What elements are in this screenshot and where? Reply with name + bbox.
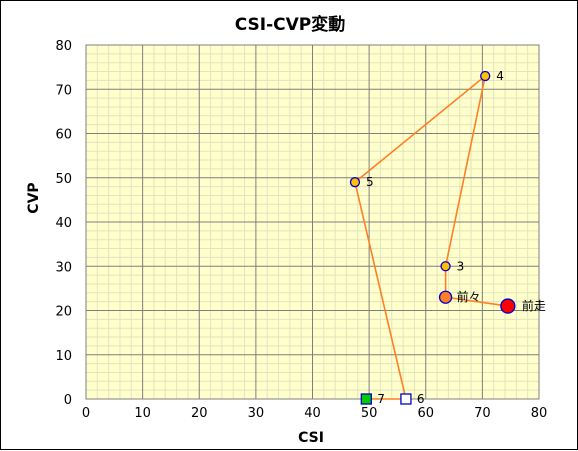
data-point-label: 4: [496, 69, 504, 83]
markers: [349, 70, 516, 405]
data-point-marker: [440, 261, 451, 272]
y-tick-label: 20: [55, 305, 72, 320]
chart-title: CSI-CVP変動: [235, 14, 346, 35]
y-tick-label: 80: [55, 39, 72, 54]
data-point-label: 6: [417, 392, 425, 406]
x-tick-label: 50: [361, 406, 378, 421]
x-tick-label: 10: [134, 406, 151, 421]
data-point-label: 7: [377, 392, 385, 406]
data-point-marker: [360, 393, 372, 405]
data-point-marker: [400, 393, 412, 405]
data-point-label: 3: [457, 259, 465, 273]
x-tick-label: 20: [191, 406, 208, 421]
data-point-marker: [480, 70, 491, 82]
data-point-label: 前々: [457, 289, 481, 304]
x-tick-label: 0: [82, 406, 90, 421]
x-tick-label: 80: [531, 406, 548, 421]
y-tick-label: 60: [55, 128, 72, 143]
y-tick-label: 10: [55, 349, 72, 364]
y-tick-labels: 0 10 20 30 40 50 60 70 80: [55, 39, 72, 408]
x-tick-label: 70: [474, 406, 491, 421]
data-point-marker: [349, 177, 361, 188]
y-tick-label: 30: [55, 260, 72, 275]
y-tick-label: 0: [64, 393, 72, 408]
y-tick-label: 40: [55, 216, 72, 231]
x-tick-labels: 0 10 20 30 40 50 60 70 80: [82, 406, 547, 421]
data-point-label: 5: [366, 175, 374, 189]
data-point-marker: [500, 298, 516, 314]
data-point-marker: [438, 290, 453, 304]
x-tick-label: 60: [417, 406, 434, 421]
y-tick-label: 70: [55, 83, 72, 98]
x-tick-label: 40: [304, 406, 321, 421]
x-axis-title: CSI: [298, 430, 324, 446]
y-tick-label: 50: [55, 172, 72, 187]
y-axis-title: CVP: [26, 182, 42, 213]
data-point-label: 前走: [522, 298, 546, 313]
x-tick-label: 30: [248, 406, 265, 421]
